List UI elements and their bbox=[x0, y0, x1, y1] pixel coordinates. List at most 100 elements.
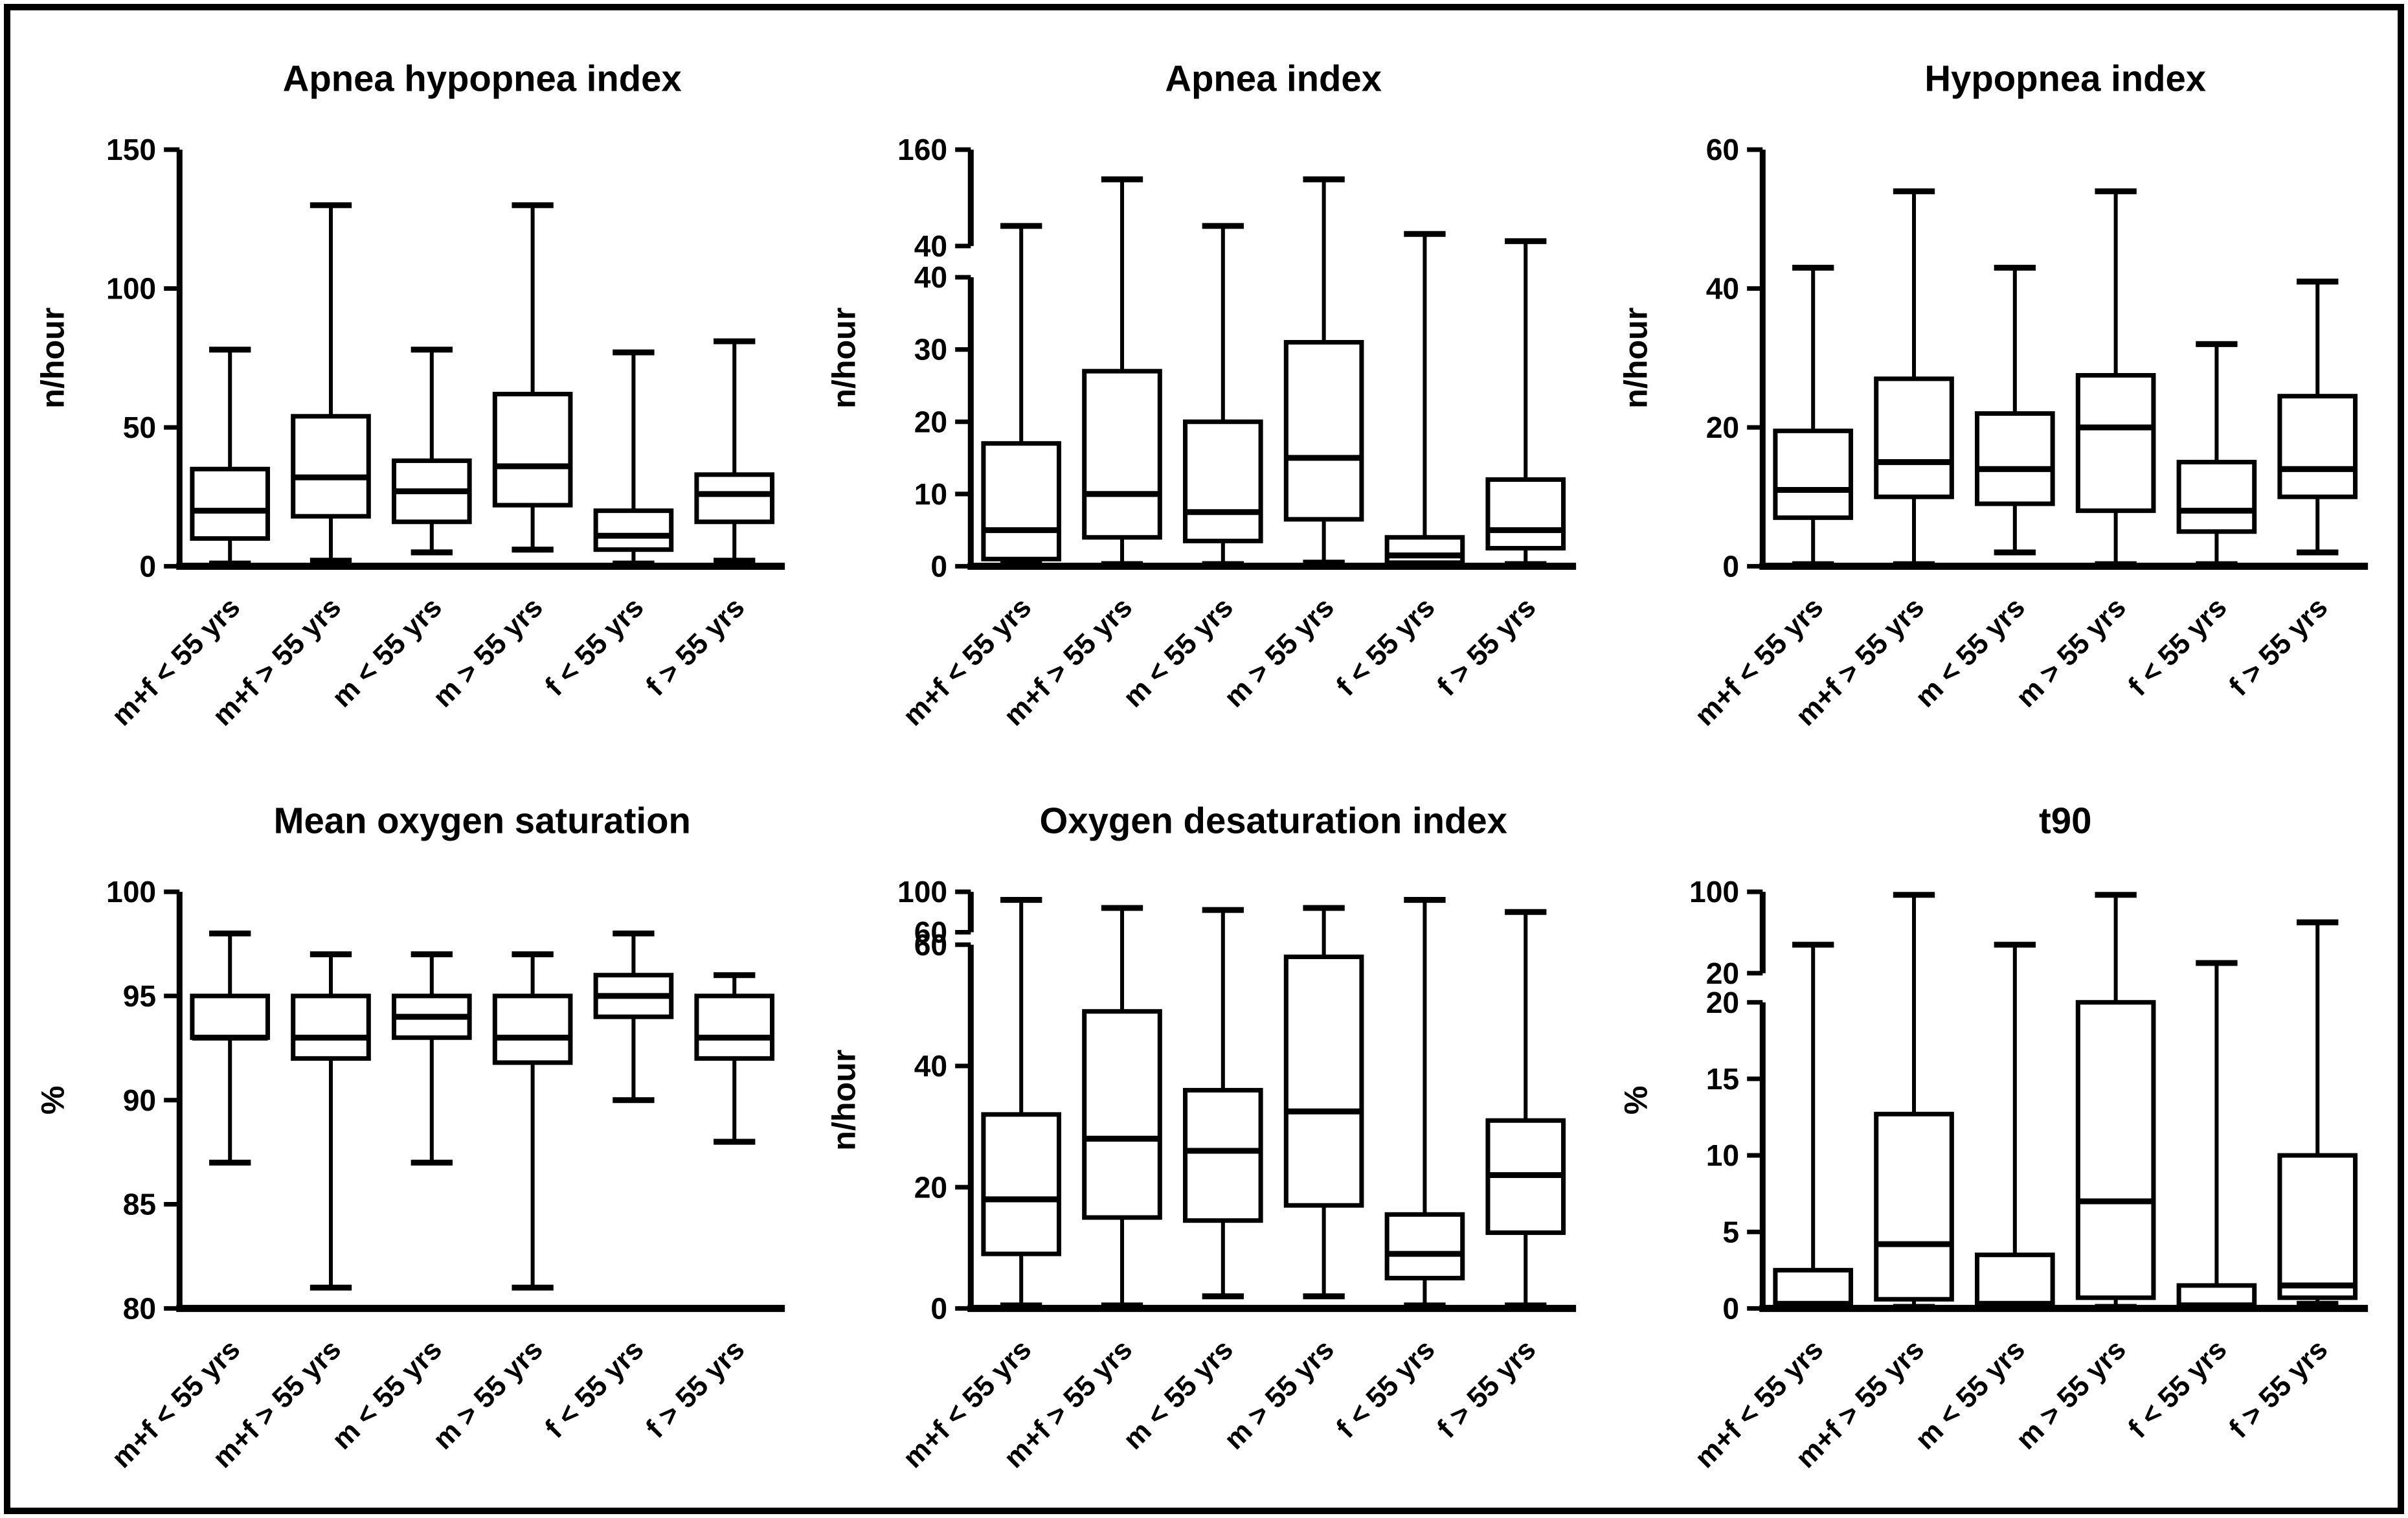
boxplot-svg: Oxygen desaturation index n/hour 0 20 40 6060… bbox=[826, 800, 1577, 1474]
iqr-box bbox=[1384, 1212, 1465, 1281]
y-axis-label: % bbox=[1617, 1085, 1654, 1115]
x-category-label: m < 55 yrs bbox=[326, 591, 447, 713]
y-tick-label: 90 bbox=[123, 1083, 156, 1117]
y-tick-label: 60 bbox=[914, 928, 947, 962]
box-plot-group bbox=[291, 202, 371, 564]
iqr-box bbox=[1873, 376, 1954, 499]
box-plot-group bbox=[1773, 264, 1853, 567]
box-plot-group bbox=[1485, 238, 1566, 567]
y-tick-label: 0 bbox=[139, 549, 156, 583]
y-tick-label: 50 bbox=[123, 411, 156, 444]
box-plot-group bbox=[1183, 223, 1263, 567]
figure-frame: Apnea hypopnea index n/hour 0 50 100 150 m+f <… bbox=[4, 4, 2404, 1514]
y-axis-label: n/hour bbox=[826, 308, 862, 409]
box-plot-group bbox=[1873, 892, 1954, 1310]
chart-title: Apnea hypopnea index bbox=[283, 58, 682, 99]
y-tick-label: 160 bbox=[897, 133, 947, 166]
box-plot-group bbox=[1873, 188, 1954, 567]
box-plot-group bbox=[391, 951, 472, 1166]
iqr-box bbox=[2176, 460, 2256, 534]
box-plot-group bbox=[1284, 905, 1364, 1300]
x-category-label: f < 55 yrs bbox=[539, 1333, 649, 1444]
box-plot-group bbox=[1384, 897, 1465, 1309]
box-plot-group bbox=[190, 930, 271, 1166]
box-plot-group bbox=[291, 951, 371, 1291]
y-tick-label: 10 bbox=[1705, 1138, 1738, 1172]
chart-title: Hypopnea index bbox=[1924, 58, 2206, 99]
iqr-box bbox=[694, 993, 775, 1061]
box-plot-group bbox=[981, 897, 1062, 1309]
y-tick-label: 40 bbox=[914, 229, 947, 263]
chart-title: Oxygen desaturation index bbox=[1040, 800, 1507, 841]
y-tick-label: 100 bbox=[1689, 875, 1739, 909]
iqr-box bbox=[1773, 1267, 1853, 1309]
y-tick-label: 20 bbox=[1705, 411, 1738, 444]
y-tick-label: 0 bbox=[931, 1291, 948, 1325]
chart-grid: Apnea hypopnea index n/hour 0 50 100 150 m+f <… bbox=[10, 10, 2398, 1508]
chart-apnea-hypopnea-index: Apnea hypopnea index n/hour 0 50 100 150 m+f <… bbox=[17, 19, 808, 762]
y-axis-label: n/hour bbox=[34, 308, 71, 409]
y-tick-label: 40 bbox=[914, 260, 947, 294]
chart-hypopnea-index: Hypopnea index n/hour 0 20 40 60 m+f < 55 yrs m… bbox=[1600, 19, 2391, 762]
y-tick-label: 95 bbox=[123, 979, 156, 1013]
y-tick-label: 0 bbox=[1722, 1291, 1739, 1325]
box-plot-group bbox=[190, 346, 271, 567]
x-category-label: m > 55 yrs bbox=[1219, 591, 1340, 713]
box-plot-group bbox=[694, 338, 775, 564]
iqr-box bbox=[291, 414, 371, 519]
y-tick-label: 0 bbox=[931, 549, 948, 583]
iqr-box bbox=[2075, 1000, 2156, 1300]
y-tick-label: 40 bbox=[1705, 272, 1738, 306]
iqr-box bbox=[1183, 1087, 1263, 1223]
box-plot-group bbox=[1974, 264, 2055, 556]
chart-title: Mean oxygen saturation bbox=[274, 800, 691, 841]
x-category-label: f < 55 yrs bbox=[2122, 1333, 2233, 1444]
box-plot-group bbox=[593, 349, 674, 567]
box-plot-group bbox=[1082, 905, 1163, 1309]
y-tick-label: 20 bbox=[1705, 957, 1738, 990]
iqr-box bbox=[1974, 1252, 2055, 1309]
iqr-box bbox=[1974, 411, 2055, 506]
x-category-label: f > 55 yrs bbox=[640, 591, 750, 702]
y-tick-label: 10 bbox=[914, 477, 947, 511]
box-plot-group bbox=[1485, 909, 1566, 1309]
y-tick-label: 5 bbox=[1722, 1215, 1739, 1249]
x-category-label: f > 55 yrs bbox=[640, 1333, 750, 1444]
x-category-label: f > 55 yrs bbox=[1432, 591, 1542, 702]
x-category-label: f < 55 yrs bbox=[1331, 591, 1441, 702]
x-category-label: f > 55 yrs bbox=[1432, 1333, 1542, 1444]
x-category-label: m > 55 yrs bbox=[2010, 591, 2132, 713]
chart-oxygen-desaturation-index: Oxygen desaturation index n/hour 0 20 40 60 60… bbox=[808, 762, 1599, 1504]
iqr-box bbox=[2277, 1153, 2357, 1300]
x-category-label: m > 55 yrs bbox=[1219, 1333, 1340, 1455]
iqr-box bbox=[1082, 368, 1163, 540]
box-plot-group bbox=[2176, 960, 2256, 1311]
x-category-label: m > 55 yrs bbox=[427, 591, 548, 713]
iqr-box bbox=[492, 993, 573, 1065]
y-tick-label: 40 bbox=[914, 1049, 947, 1083]
x-category-label: m > 55 yrs bbox=[427, 1333, 548, 1455]
x-category-label: m < 55 yrs bbox=[326, 1333, 447, 1455]
y-tick-label: 20 bbox=[914, 1170, 947, 1204]
iqr-box bbox=[593, 508, 674, 552]
box-plot-group bbox=[981, 223, 1062, 567]
iqr-box bbox=[694, 472, 775, 525]
y-tick-label: 20 bbox=[1705, 986, 1738, 1019]
x-category-label: f > 55 yrs bbox=[2223, 591, 2334, 702]
box-plot-group bbox=[492, 951, 573, 1291]
box-plot-group bbox=[391, 346, 472, 556]
box-plot-group bbox=[2075, 892, 2156, 1310]
box-plot-group bbox=[492, 202, 573, 553]
box-plot-group bbox=[2075, 188, 2156, 567]
iqr-box bbox=[1284, 339, 1364, 522]
box-plot-group bbox=[2277, 919, 2357, 1307]
chart-t90: t90% 0 5 10 15 20 20 100 m+f < 55 yrs m+f > 55 yr… bbox=[1600, 762, 2391, 1504]
iqr-box bbox=[492, 391, 573, 508]
box-plot-group bbox=[1082, 176, 1163, 567]
iqr-box bbox=[2277, 394, 2357, 499]
